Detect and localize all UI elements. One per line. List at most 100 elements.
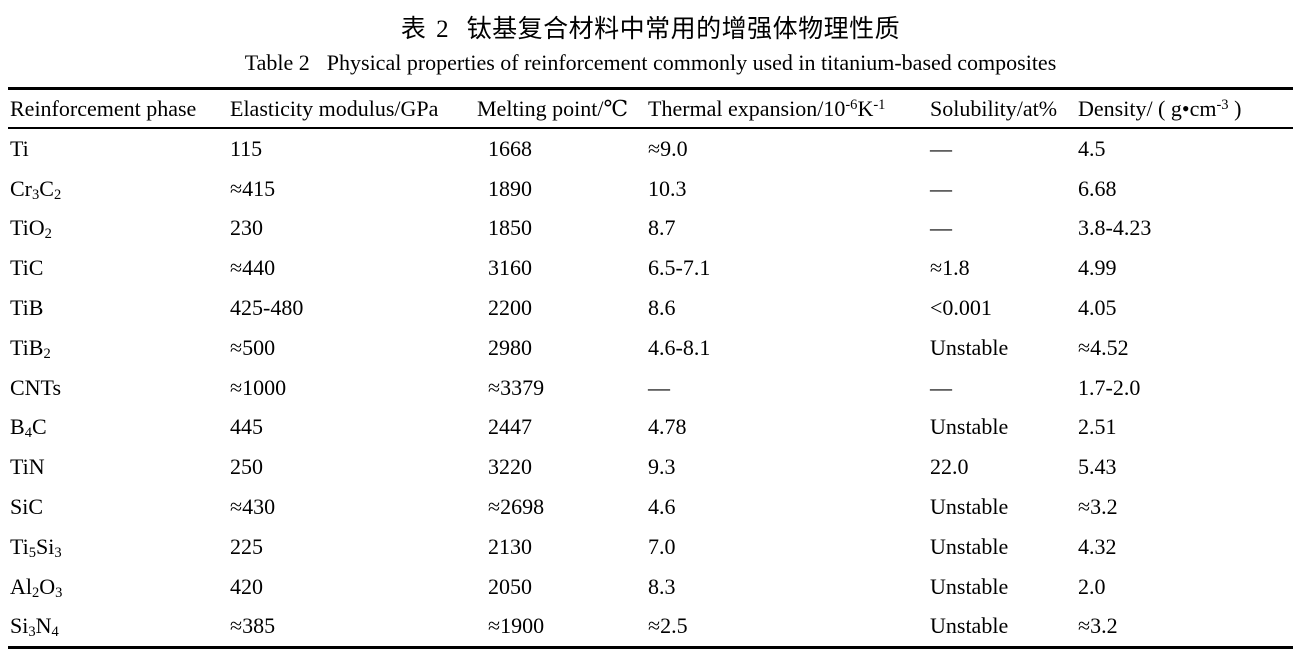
cell-reinforcement-phase: TiC — [10, 255, 44, 281]
cell-solubility: Unstable — [930, 573, 1009, 599]
column-header-solubility: Solubility/at% — [930, 95, 1058, 121]
table-row: SiC ≈430 ≈2698 4.6 Unstable ≈3.2 — [8, 487, 1293, 527]
column-header-melting-point: Melting point/℃ — [477, 95, 629, 121]
cell-reinforcement-phase: TiB — [10, 295, 44, 321]
table-title-zh: 钛基复合材料中常用的增强体物理性质 — [466, 16, 901, 43]
cell-elasticity-modulus: 420 — [230, 573, 263, 599]
table-row: TiN 250 3220 9.3 22.0 5.43 — [8, 447, 1293, 487]
table-row: TiC ≈440 3160 6.5-7.1 ≈1.8 4.99 — [8, 248, 1293, 288]
table-caption-zh: 表 2 钛基复合材料中常用的增强体物理性质 — [0, 9, 1301, 45]
cell-thermal-expansion: — — [648, 374, 670, 400]
cell-solubility: — — [930, 135, 952, 161]
cell-reinforcement-phase: Al2O3 — [10, 573, 63, 601]
cell-density: 2.51 — [1078, 414, 1117, 440]
table-number-en: Table 2 — [244, 50, 310, 75]
cell-melting-point: 1890 — [488, 175, 532, 201]
cell-melting-point: 3160 — [488, 255, 532, 281]
table-row: Ti5Si3 225 2130 7.0 Unstable 4.32 — [8, 527, 1293, 567]
cell-melting-point: ≈3379 — [488, 374, 545, 400]
cell-elasticity-modulus: ≈1000 — [230, 374, 287, 400]
cell-density: 5.43 — [1078, 454, 1117, 480]
cell-melting-point: 1850 — [488, 215, 532, 241]
cell-thermal-expansion: 7.0 — [648, 533, 676, 559]
cell-melting-point: 1668 — [488, 135, 532, 161]
column-header-density: Density/ ( g•cm-3 ) — [1078, 95, 1242, 121]
cell-density: 4.5 — [1078, 135, 1106, 161]
cell-thermal-expansion: ≈9.0 — [648, 135, 688, 161]
cell-melting-point: 2447 — [488, 414, 532, 440]
cell-solubility: Unstable — [930, 494, 1009, 520]
table-row: B4C 445 2447 4.78 Unstable 2.51 — [8, 408, 1293, 448]
cell-melting-point: ≈1900 — [488, 613, 545, 639]
table-row: TiB2 ≈500 2980 4.6-8.1 Unstable ≈4.52 — [8, 328, 1293, 368]
cell-density: 2.0 — [1078, 573, 1106, 599]
column-header-reinforcement-phase: Reinforcement phase — [10, 95, 197, 121]
cell-density: 4.32 — [1078, 533, 1117, 559]
cell-thermal-expansion: ≈2.5 — [648, 613, 688, 639]
cell-solubility: Unstable — [930, 414, 1009, 440]
cell-reinforcement-phase: Ti5Si3 — [10, 533, 62, 561]
cell-solubility: ≈1.8 — [930, 255, 970, 281]
cell-thermal-expansion: 4.6-8.1 — [648, 334, 711, 360]
cell-thermal-expansion: 6.5-7.1 — [648, 255, 711, 281]
cell-density: 4.05 — [1078, 295, 1117, 321]
table-row: TiO2 230 1850 8.7 — 3.8-4.23 — [8, 209, 1293, 249]
cell-reinforcement-phase: TiN — [10, 454, 45, 480]
cell-thermal-expansion: 4.78 — [648, 414, 687, 440]
cell-thermal-expansion: 8.7 — [648, 215, 676, 241]
cell-melting-point: 2130 — [488, 533, 532, 559]
cell-density: ≈3.2 — [1078, 613, 1118, 639]
cell-solubility: Unstable — [930, 334, 1009, 360]
table-row: Al2O3 420 2050 8.3 Unstable 2.0 — [8, 567, 1293, 607]
table-row: Cr3C2 ≈415 1890 10.3 — 6.68 — [8, 169, 1293, 209]
table-title-en: Physical properties of reinforcement com… — [326, 50, 1057, 75]
cell-elasticity-modulus: 225 — [230, 533, 263, 559]
cell-density: 6.68 — [1078, 175, 1117, 201]
cell-elasticity-modulus: ≈385 — [230, 613, 276, 639]
cell-reinforcement-phase: CNTs — [10, 374, 62, 400]
cell-reinforcement-phase: Cr3C2 — [10, 175, 62, 203]
table-row: TiB 425-480 2200 8.6 <0.001 4.05 — [8, 288, 1293, 328]
table-caption-en: Table 2 Physical properties of reinforcem… — [0, 50, 1301, 76]
table-number-zh: 表 2 — [400, 16, 451, 43]
cell-elasticity-modulus: 250 — [230, 454, 263, 480]
cell-elasticity-modulus: 230 — [230, 215, 263, 241]
paper-page: 表 2 钛基复合材料中常用的增强体物理性质 Table 2 Physical pro… — [0, 9, 1301, 650]
cell-elasticity-modulus: ≈500 — [230, 334, 276, 360]
table-row: CNTs ≈1000 ≈3379 — — 1.7-2.0 — [8, 368, 1293, 408]
cell-melting-point: 2980 — [488, 334, 532, 360]
cell-solubility: <0.001 — [930, 295, 992, 321]
cell-elasticity-modulus: 425-480 — [230, 295, 304, 321]
cell-thermal-expansion: 8.3 — [648, 573, 676, 599]
cell-solubility: Unstable — [930, 533, 1009, 559]
table-header-row: Reinforcement phase Elasticity modulus/GP… — [8, 89, 1293, 128]
cell-solubility: — — [930, 175, 952, 201]
cell-elasticity-modulus: 115 — [230, 135, 263, 161]
cell-elasticity-modulus: 445 — [230, 414, 263, 440]
cell-thermal-expansion: 8.6 — [648, 295, 676, 321]
cell-reinforcement-phase: TiB2 — [10, 334, 51, 362]
cell-reinforcement-phase: B4C — [10, 414, 47, 442]
table-row: Ti 115 1668 ≈9.0 — 4.5 — [8, 128, 1293, 169]
cell-elasticity-modulus: ≈430 — [230, 494, 276, 520]
cell-melting-point: 2200 — [488, 295, 532, 321]
properties-table: Reinforcement phase Elasticity modulus/GP… — [8, 87, 1293, 650]
cell-solubility: Unstable — [930, 613, 1009, 639]
column-header-thermal-expansion: Thermal expansion/10-6K-1 — [648, 95, 886, 121]
cell-melting-point: ≈2698 — [488, 494, 545, 520]
cell-density: 4.99 — [1078, 255, 1117, 281]
column-header-elasticity-modulus: Elasticity modulus/GPa — [230, 95, 439, 121]
cell-thermal-expansion: 10.3 — [648, 175, 687, 201]
cell-elasticity-modulus: ≈440 — [230, 255, 276, 281]
cell-melting-point: 2050 — [488, 573, 532, 599]
cell-solubility: — — [930, 374, 952, 400]
cell-reinforcement-phase: SiC — [10, 494, 44, 520]
cell-solubility: 22.0 — [930, 454, 969, 480]
cell-solubility: — — [930, 215, 952, 241]
cell-reinforcement-phase: Si3N4 — [10, 613, 59, 641]
cell-density: 1.7-2.0 — [1078, 374, 1141, 400]
cell-melting-point: 3220 — [488, 454, 532, 480]
cell-reinforcement-phase: Ti — [10, 135, 29, 161]
cell-density: 3.8-4.23 — [1078, 215, 1152, 241]
cell-density: ≈4.52 — [1078, 334, 1129, 360]
